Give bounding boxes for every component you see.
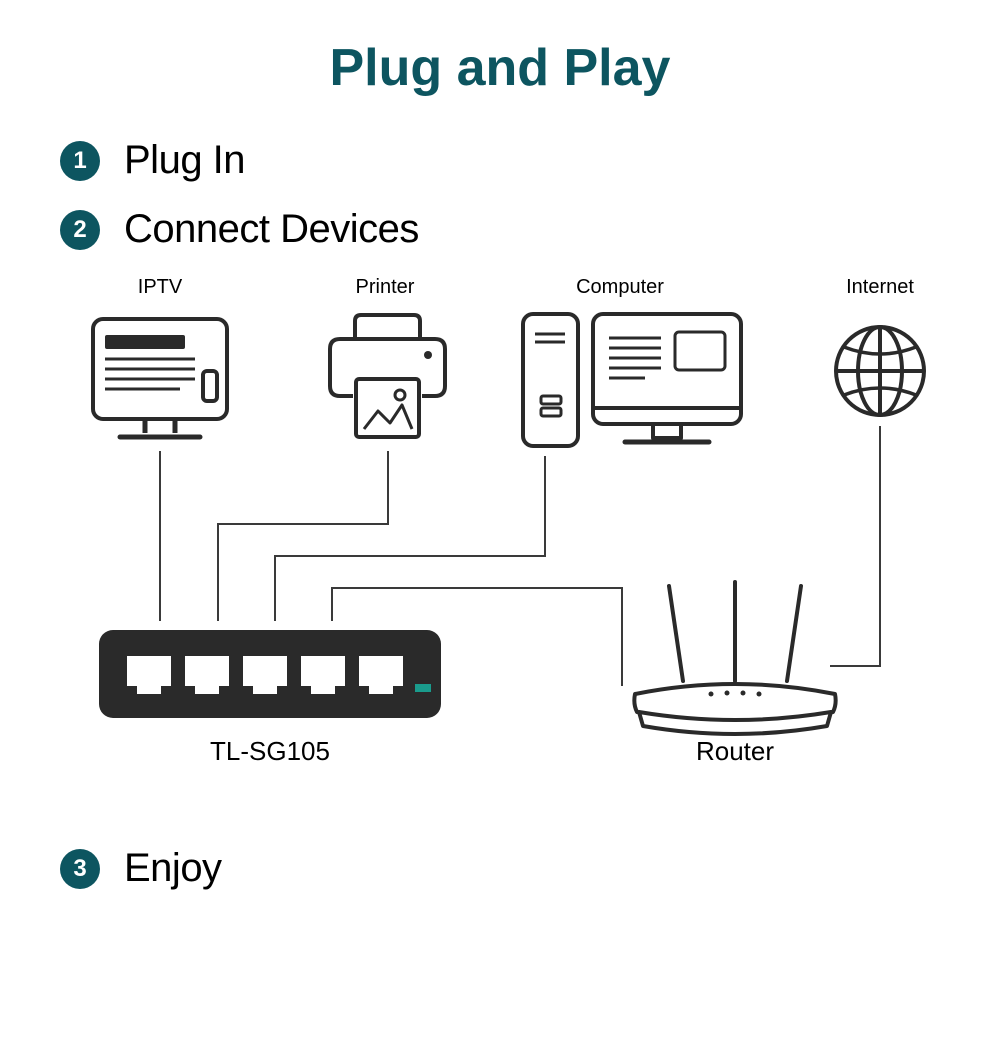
label-router: Router — [696, 736, 774, 767]
steps-list: 1 Plug In 2 Connect Devices — [60, 138, 1000, 252]
connection-diagram: IPTV Printer Computer Internet — [0, 276, 1000, 836]
steps-list-2: 3 Enjoy — [60, 846, 1000, 891]
internet-icon — [830, 321, 930, 421]
page-title: Plug and Play — [0, 38, 1000, 98]
printer-icon — [320, 311, 455, 451]
step-badge-3: 3 — [60, 849, 100, 889]
step-label-2: Connect Devices — [124, 207, 419, 252]
router-icon — [615, 576, 855, 746]
label-iptv: IPTV — [138, 276, 182, 299]
label-internet: Internet — [846, 276, 914, 299]
step-1: 1 Plug In — [60, 138, 1000, 183]
step-badge-1: 1 — [60, 141, 100, 181]
switch-icon — [95, 616, 445, 736]
label-printer: Printer — [356, 276, 415, 299]
iptv-icon — [85, 311, 235, 451]
label-computer: Computer — [576, 276, 664, 299]
step-badge-2: 2 — [60, 210, 100, 250]
step-label-1: Plug In — [124, 138, 245, 183]
step-2: 2 Connect Devices — [60, 207, 1000, 252]
step-label-3: Enjoy — [124, 846, 222, 891]
step-3: 3 Enjoy — [60, 846, 1000, 891]
computer-icon — [515, 308, 745, 458]
label-switch: TL-SG105 — [210, 736, 330, 767]
